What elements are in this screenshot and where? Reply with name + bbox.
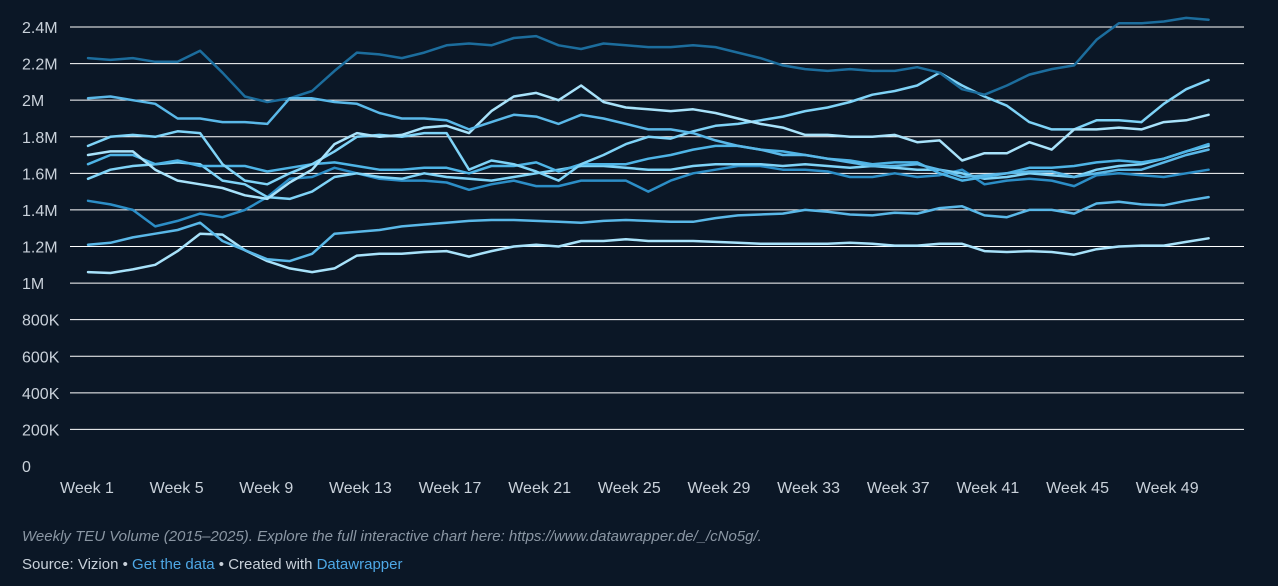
y-tick-label: 600K xyxy=(22,349,60,366)
created-with-label: Created with xyxy=(228,556,313,573)
y-tick-label: 2.2M xyxy=(22,57,58,74)
x-tick-label: Week 21 xyxy=(508,480,571,497)
x-tick-label: Week 33 xyxy=(777,480,840,497)
x-tick-label: Week 13 xyxy=(329,480,392,497)
y-tick-label: 1.6M xyxy=(22,166,58,183)
y-tick-label: 2M xyxy=(22,93,44,110)
series-lines xyxy=(86,16,1210,275)
series-line xyxy=(86,84,1210,201)
chart-footer: Source: Vizion • Get the data • Created … xyxy=(22,556,402,573)
y-tick-label: 200K xyxy=(22,422,60,439)
y-tick-label: 800K xyxy=(22,313,60,330)
x-axis-tick-labels: Week 1 Week 5 Week 9 Week 13 Week 17 Week 21 W… xyxy=(60,480,1199,497)
y-tick-label: 1.2M xyxy=(22,240,58,257)
y-tick-label: 1M xyxy=(22,276,44,293)
x-tick-label: Week 49 xyxy=(1136,480,1199,497)
y-tick-label: 2.4M xyxy=(22,20,58,37)
y-axis-tick-labels: 0 200K 400K 600K 800K 1M 1.2M 1.4M 1.6M 1.8M 2M 2.2… xyxy=(22,20,60,476)
chart-notes: Weekly TEU Volume (2015–2025). Explore t… xyxy=(22,528,762,545)
x-tick-label: Week 25 xyxy=(598,480,661,497)
x-tick-label: Week 17 xyxy=(419,480,482,497)
x-tick-label: Week 41 xyxy=(956,480,1019,497)
y-tick-label: 1.4M xyxy=(22,203,58,220)
series-line xyxy=(86,71,1210,186)
x-tick-label: Week 1 xyxy=(60,480,114,497)
series-line xyxy=(86,195,1210,263)
series-line xyxy=(86,142,1210,182)
series-line xyxy=(86,16,1210,104)
get-the-data-link[interactable]: Get the data xyxy=(132,556,215,573)
x-tick-label: Week 5 xyxy=(150,480,204,497)
series-line xyxy=(86,95,1210,179)
y-tick-label: 400K xyxy=(22,386,60,403)
series-line xyxy=(86,144,1210,201)
chart: 0 200K 400K 600K 800K 1M 1.2M 1.4M 1.6M 1.8M 2M 2.2… xyxy=(22,16,1244,497)
source-label: Source: Vizion xyxy=(22,556,119,573)
series-line xyxy=(86,232,1210,275)
y-tick-label: 1.8M xyxy=(22,130,58,147)
datawrapper-link[interactable]: Datawrapper xyxy=(316,556,403,573)
y-tick-label: 0 xyxy=(22,459,31,476)
series-line xyxy=(86,164,1210,228)
footer-separator: • xyxy=(118,556,133,573)
x-tick-label: Week 37 xyxy=(867,480,930,497)
footer-separator: • xyxy=(214,556,229,573)
gridlines xyxy=(70,26,1244,430)
x-tick-label: Week 45 xyxy=(1046,480,1109,497)
x-tick-label: Week 9 xyxy=(239,480,293,497)
x-tick-label: Week 29 xyxy=(688,480,751,497)
